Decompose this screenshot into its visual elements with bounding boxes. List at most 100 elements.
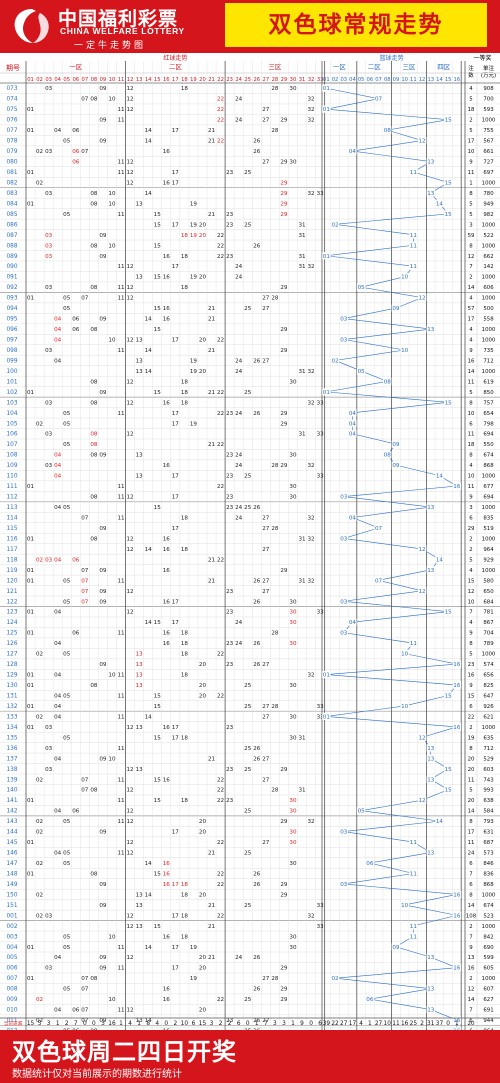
red-stat-value: 2 bbox=[173, 1021, 177, 1027]
red-ball-number: 07 bbox=[81, 1018, 89, 1024]
prize-count-value: 4 bbox=[469, 296, 473, 302]
prize-amount-value: 842 bbox=[483, 934, 493, 940]
red-ball-number: 15 bbox=[154, 212, 162, 218]
prize-count-value: 17 bbox=[468, 830, 475, 836]
red-ball-number: 06 bbox=[72, 160, 80, 166]
prize-count-value: 9 bbox=[469, 495, 473, 501]
red-ball-number: 04 bbox=[54, 809, 62, 815]
prize-amount-value: 755 bbox=[483, 128, 493, 134]
blue-ball-marker bbox=[409, 922, 418, 930]
red-stat-value: 7 bbox=[74, 1021, 78, 1027]
red-ball-number: 11 bbox=[117, 348, 125, 354]
red-ball-number: 27 bbox=[262, 578, 270, 584]
red-ball-number: 33 bbox=[317, 903, 325, 909]
blue-ball-marker bbox=[322, 105, 331, 113]
prize-amount-value: 687 bbox=[483, 840, 493, 846]
blue-ball-number: 05 bbox=[358, 809, 366, 815]
red-stat-value: 7 bbox=[264, 1021, 268, 1027]
prize-amount-value: 1000 bbox=[482, 327, 496, 333]
blue-ball-marker bbox=[426, 953, 435, 961]
red-ball-number: 02 bbox=[36, 913, 43, 919]
red-ball-number: 04 bbox=[54, 463, 62, 469]
prize-count-value: 22 bbox=[468, 714, 475, 720]
blue-ball-marker bbox=[452, 482, 462, 490]
blue-stat-value: 11 bbox=[392, 1021, 400, 1027]
blue-ball-marker bbox=[452, 1016, 462, 1024]
column-header-bg bbox=[0, 53, 500, 83]
red-ball-number: 29 bbox=[280, 966, 288, 972]
red-ball-number: 29 bbox=[280, 180, 288, 186]
red-ball-number: 30 bbox=[289, 620, 297, 626]
prize-amount-value: 1000 bbox=[482, 243, 496, 249]
red-number-header: 15 bbox=[154, 77, 161, 83]
red-ball-number: 11 bbox=[117, 170, 125, 176]
prize-amount-value: 1000 bbox=[482, 505, 496, 511]
period-label: 101 bbox=[6, 379, 17, 385]
red-ball-number: 27 bbox=[262, 160, 270, 166]
blue-ball-marker bbox=[400, 901, 409, 909]
red-ball-number: 04 bbox=[54, 673, 62, 679]
red-ball-number: 22 bbox=[217, 913, 224, 919]
red-ball-number: 08 bbox=[90, 243, 98, 249]
prize-amount-value: 550 bbox=[483, 442, 494, 448]
red-ball-number: 07 bbox=[81, 589, 89, 595]
prize-amount-value: 743 bbox=[483, 777, 493, 783]
red-ball-number: 25 bbox=[244, 767, 252, 773]
prize-amount-value: 789 bbox=[483, 641, 494, 647]
prize-amount-value: 603 bbox=[483, 767, 493, 773]
red-ball-number: 13 bbox=[136, 453, 144, 459]
blue-ball-number: 02 bbox=[331, 976, 338, 982]
blue-zone-header: 一区 bbox=[333, 63, 347, 71]
red-ball-number: 03 bbox=[45, 191, 53, 197]
blue-stat-value: 31 bbox=[427, 1021, 435, 1027]
red-ball-number: 03 bbox=[45, 725, 53, 731]
blue-stat-value: 1 bbox=[455, 1021, 459, 1027]
blue-ball-number: 11 bbox=[410, 840, 418, 846]
prize-count-value: 7 bbox=[469, 264, 472, 270]
period-label: 073 bbox=[6, 86, 17, 92]
prize-count-value: 10 bbox=[468, 411, 475, 417]
blue-stat-value: 37 bbox=[436, 1021, 444, 1027]
red-ball-number: 02 bbox=[36, 997, 43, 1003]
period-label: 093 bbox=[6, 296, 17, 302]
prize-amount-value: 864 bbox=[483, 1029, 494, 1030]
red-zone-header: 三区 bbox=[268, 63, 282, 71]
blue-ball-number: 08 bbox=[384, 453, 392, 459]
red-ball-number: 03 bbox=[45, 285, 53, 291]
red-stat-value: 3 bbox=[47, 1021, 51, 1027]
period-label: 118 bbox=[6, 557, 17, 563]
blue-ball-marker bbox=[322, 252, 331, 260]
red-ball-number: 08 bbox=[90, 400, 98, 406]
blue-ball-number: 03 bbox=[340, 830, 348, 836]
blue-ball-marker bbox=[409, 231, 418, 239]
blue-number-header: 10 bbox=[401, 77, 408, 83]
red-stat-value: 15 bbox=[199, 1021, 207, 1027]
red-ball-number: 31 bbox=[298, 254, 306, 260]
red-number-header: 16 bbox=[163, 77, 170, 83]
blue-ball-number: 08 bbox=[384, 128, 392, 134]
red-ball-number: 04 bbox=[54, 714, 62, 720]
red-number-header: 14 bbox=[145, 77, 152, 83]
prize-count-value: 17 bbox=[468, 139, 475, 145]
prize-amount-value: 638 bbox=[483, 798, 494, 804]
red-ball-number: 17 bbox=[172, 882, 180, 888]
red-ball-number: 29 bbox=[280, 118, 288, 124]
period-label: 151 bbox=[6, 903, 17, 909]
red-ball-number: 22 bbox=[217, 798, 224, 804]
red-ball-number: 14 bbox=[145, 945, 153, 951]
red-ball-number: 12 bbox=[127, 107, 134, 113]
blue-ball-number: 16 bbox=[453, 1018, 461, 1024]
blue-number-header: 01 bbox=[323, 77, 330, 83]
red-ball-number: 09 bbox=[99, 453, 107, 459]
blue-ball-marker bbox=[400, 702, 409, 710]
red-ball-number: 25 bbox=[244, 474, 252, 480]
prize-amount-value: 1000 bbox=[482, 892, 496, 898]
red-number-header: 07 bbox=[82, 77, 89, 83]
prize-amount-value: 584 bbox=[483, 809, 494, 815]
red-ball-number: 11 bbox=[117, 966, 125, 972]
period-label: 135 bbox=[6, 735, 17, 741]
blue-ball-marker bbox=[365, 995, 375, 1003]
prize-count-header: 注 bbox=[468, 64, 474, 72]
prize-amount-header: (万元) bbox=[481, 72, 496, 79]
prize-amount-value: 1000 bbox=[482, 725, 496, 731]
